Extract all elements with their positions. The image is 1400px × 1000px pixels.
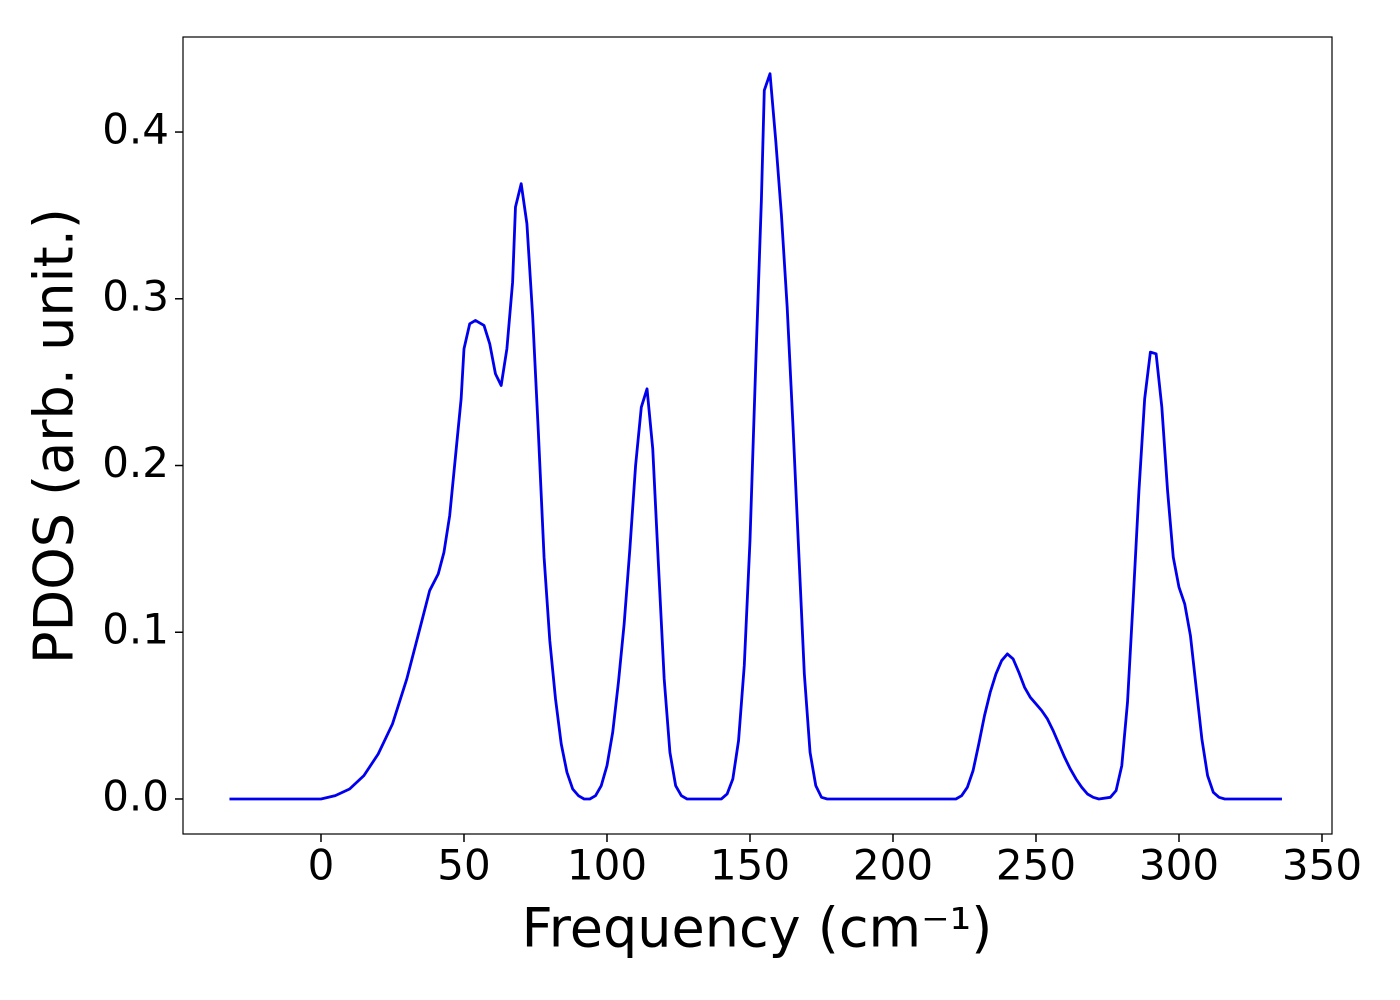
y-tick-label: 0.2 xyxy=(102,438,169,487)
y-tick-label: 0.1 xyxy=(102,605,169,654)
x-tick-label: 250 xyxy=(996,841,1076,890)
x-tick-label: 150 xyxy=(710,841,790,890)
plot-frame xyxy=(182,36,1333,835)
x-tick-label: 50 xyxy=(437,841,490,890)
x-tick-label: 350 xyxy=(1282,841,1362,890)
x-tick-label: 300 xyxy=(1139,841,1219,890)
x-axis-label: Frequency (cm⁻¹) xyxy=(522,897,993,960)
x-tick-label: 100 xyxy=(567,841,647,890)
x-tick-label: 0 xyxy=(308,841,335,890)
y-tick-label: 0.3 xyxy=(102,271,169,320)
y-tick-label: 0.0 xyxy=(102,771,169,820)
y-tick-label: 0.4 xyxy=(102,105,169,154)
data-line xyxy=(229,72,1282,801)
x-tick-label: 200 xyxy=(853,841,933,890)
y-axis-label: PDOS (arb. unit.) xyxy=(23,208,86,664)
